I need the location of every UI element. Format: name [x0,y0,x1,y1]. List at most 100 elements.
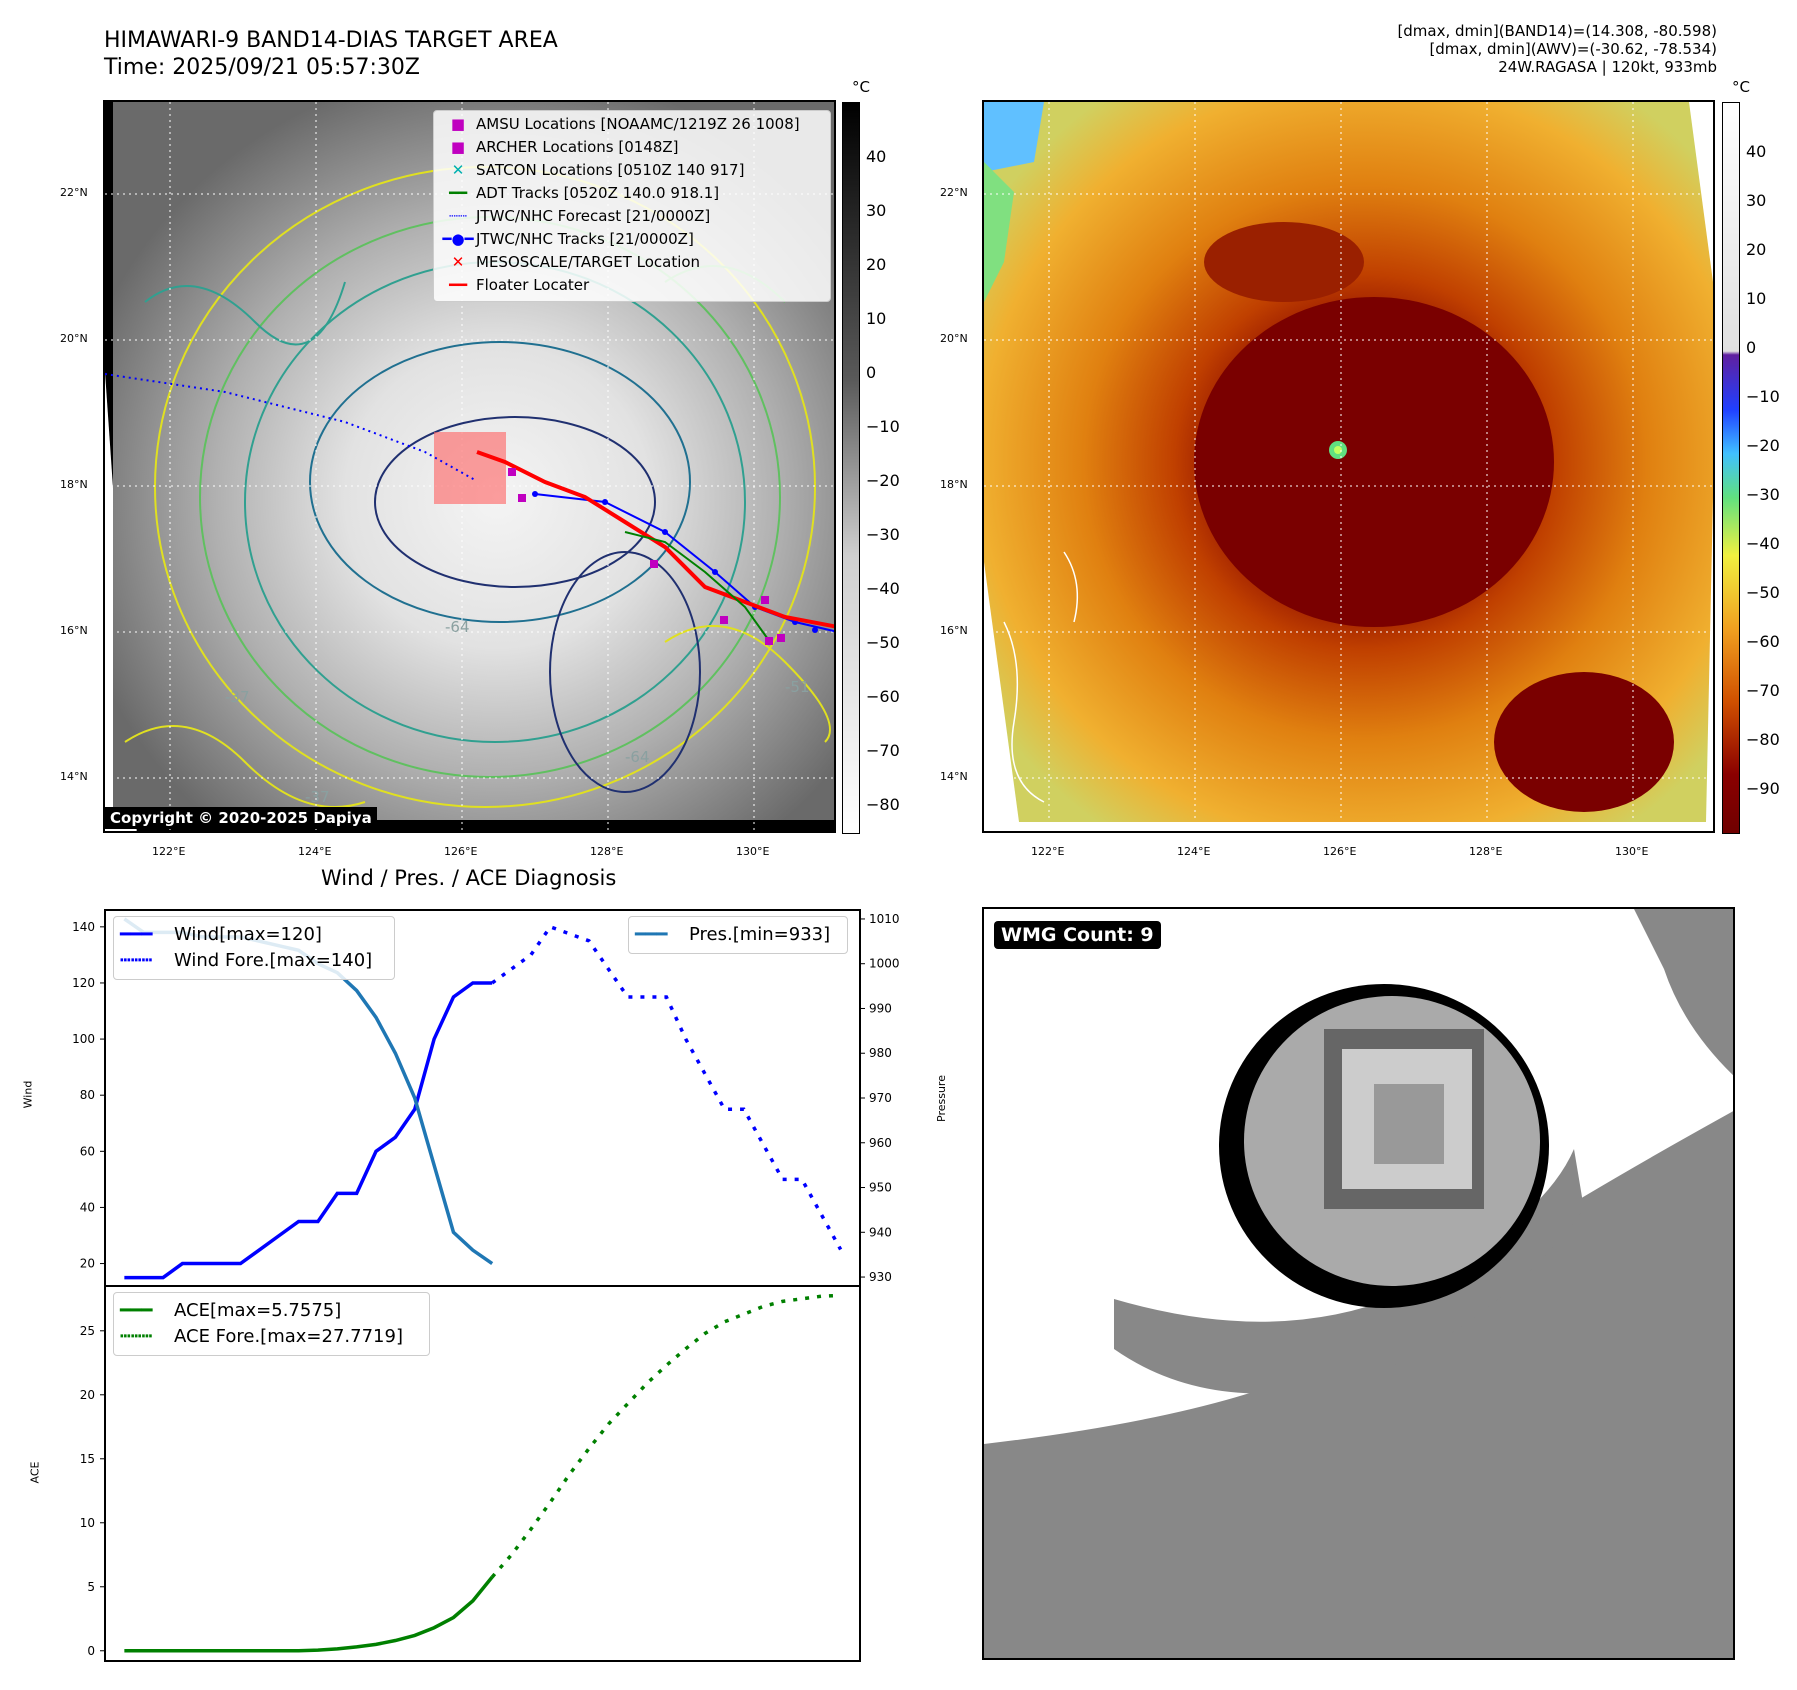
dotted-line-icon: ┅┅┅ [120,1326,153,1347]
wind-tick-label: 80 [80,1088,95,1102]
info-line-awv: [dmax, dmin](AWV)=(-30.62, -78.534) [1429,40,1717,58]
colorbar-tick: −30 [1746,485,1780,504]
colorbar-tick: −60 [1746,632,1780,651]
ace-tick-label: 0 [87,1644,95,1658]
colorbar-tick: 10 [1746,289,1767,308]
lat-label: 14°N [60,770,88,783]
copyright-label: Copyright © 2020-2025 Dapiya [105,807,377,829]
legend-item-ace-forecast: ┅┅┅ ACE Fore.[max=27.7719] [120,1326,403,1347]
colorbar-tick: 40 [1746,142,1767,161]
legend-item-wind-forecast: ┅┅┅ Wind Fore.[max=140] [120,950,373,971]
info-block: [dmax, dmin](BAND14)=(14.308, -80.598) [… [1397,22,1717,76]
colorbar-tick: 20 [866,255,887,274]
lon-label: 128°E [590,845,624,858]
pressure-tick-label: 1010 [869,912,900,926]
line-icon: ━━━ [120,1300,153,1321]
ace-tick-label: 15 [80,1452,95,1466]
diagnosis-chart: 2040608010012014093094095096097098099010… [72,909,900,1662]
awv-map [984,102,1713,831]
info-line-storm: 24W.RAGASA | 120kt, 933mb [1498,58,1717,76]
pressure-axis-label: Pressure [934,1075,948,1122]
lon-label: 130°E [736,845,770,858]
ace-legend: ━━━ ACE[max=5.7575] ┅┅┅ ACE Fore.[max=27.7… [113,1292,430,1356]
colorbar-tick: −40 [1746,534,1780,553]
ace-tick-label: 25 [80,1324,95,1338]
band14-map-panel: -64 -37 -51 -37 -64 Copyright © 2020-202… [103,100,836,833]
ace-tick-label: 20 [80,1388,95,1402]
awv-grid [984,102,1713,831]
colorbar-gray [842,102,860,834]
x-icon: ✕ [451,253,465,271]
pressure-tick-label: 990 [869,1001,892,1015]
legend-item-forecast: ┈┈ JTWC/NHC Forecast [21/0000Z] [440,206,710,226]
map-legend: ■ AMSU Locations [NOAAMC/1219Z 26 1008] ■… [433,110,831,302]
contour-label: -64 [625,748,650,766]
wmg-count-badge: WMG Count: 9 [994,921,1161,949]
colorbar-tick: −50 [866,633,900,652]
legend-item-ace: ━━━ ACE[max=5.7575] [120,1300,342,1321]
lon-label: 124°E [298,845,332,858]
target-box [434,432,506,504]
x-icon: ✕ [451,161,465,179]
colorbar-tick: 10 [866,309,887,328]
pressure-tick-label: 970 [869,1091,892,1105]
contour-label: -51 [785,678,810,696]
colorbar-tick: 0 [866,363,877,382]
chart-title: HIMAWARI-9 BAND14-DIAS TARGET AREA [104,28,558,53]
ace-axis-label: ACE [28,1461,42,1484]
line-icon: ━━ [448,276,468,294]
legend-item-floater: ━━ Floater Locater [440,275,589,295]
line-icon: ━━ [448,184,468,202]
ace-frame [104,1285,861,1662]
lat-label: 16°N [60,624,88,637]
pressure-legend: ━━━ Pres.[min=933] [628,916,848,954]
contour-label: -64 [445,618,470,636]
dotted-line-icon: ┈┈ [448,207,468,225]
colorbar-tick: 30 [866,201,887,220]
lat-label: 16°N [940,624,968,637]
pressure-tick-label: 980 [869,1046,892,1060]
lat-label: 20°N [940,332,968,345]
colorbar-tick: −20 [866,471,900,490]
lat-label: 20°N [60,332,88,345]
wmg-panel: WMG Count: 9 [982,907,1735,1660]
lat-label: 18°N [940,478,968,491]
wind-tick-label: 120 [72,976,95,990]
lon-label: 126°E [444,845,478,858]
line-icon: ━━━ [120,924,153,945]
amsu-archer-markers [508,468,785,645]
lon-label: 124°E [1177,845,1211,858]
chart-time: Time: 2025/09/21 05:57:30Z [104,55,420,80]
pressure-tick-label: 930 [869,1270,892,1284]
wind-tick-label: 40 [80,1200,95,1214]
colorbar-tick: 40 [866,147,887,166]
wind-tick-label: 100 [72,1032,95,1046]
lat-label: 14°N [940,770,968,783]
colorbar-awv-unit: °C [1732,78,1750,96]
wind-legend: ━━━ Wind[max=120] ┅┅┅ Wind Fore.[max=140] [113,916,395,980]
floater-locater-track [476,450,834,629]
jtwc-forecast-track [105,373,476,481]
awv-map-panel [982,100,1715,833]
colorbar-awv [1722,102,1740,834]
wind-forecast-series-line [491,924,843,1251]
line-icon: ━━━ [635,924,668,945]
colorbar-tick: −20 [1746,436,1780,455]
legend-item-pressure: ━━━ Pres.[min=933] [635,924,831,945]
legend-item-mesoscale: ✕ MESOSCALE/TARGET Location [440,252,700,272]
wind-tick-label: 60 [80,1144,95,1158]
wind-tick-label: 140 [72,920,95,934]
lat-label: 22°N [60,186,88,199]
legend-item-archer: ■ ARCHER Locations [0148Z] [440,137,679,157]
colorbar-tick: −10 [866,417,900,436]
lat-label: 22°N [940,186,968,199]
legend-item-tracks: ━●━ JTWC/NHC Tracks [21/0000Z] [440,229,693,249]
colorbar-gray-unit: °C [852,78,870,96]
info-line-band14: [dmax, dmin](BAND14)=(14.308, -80.598) [1397,22,1717,40]
adt-track [624,531,771,643]
square-icon: ■ [450,115,466,133]
ace-forecast-series-line [490,1293,841,1579]
colorbar-tick: −70 [1746,681,1780,700]
pressure-tick-label: 1000 [869,957,900,971]
square-icon: ■ [450,138,466,156]
